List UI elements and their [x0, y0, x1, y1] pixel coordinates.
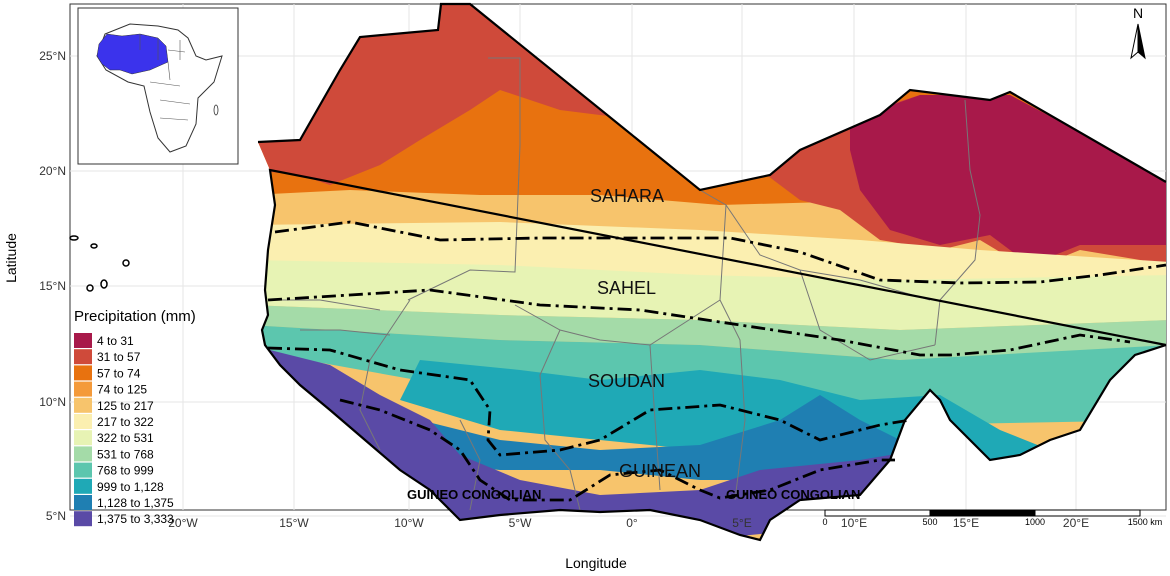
legend-swatch — [74, 462, 92, 478]
zone-label-sahel: SAHEL — [597, 278, 656, 298]
zone-label-guineo-congolian-west: GUINEO CONGOLIAN — [407, 487, 541, 502]
zone-label-guineo-congolian-east: GUINEO CONGOLIAN — [726, 487, 860, 502]
cape-verde-islands — [69, 235, 130, 292]
svg-text:10°W: 10°W — [394, 516, 424, 530]
scale-bar: 0 500 1000 1500 km — [822, 509, 1163, 527]
svg-text:15°W: 15°W — [279, 516, 309, 530]
svg-text:20°N: 20°N — [39, 164, 66, 178]
legend-swatch — [74, 381, 92, 397]
legend-label: 74 to 125 — [97, 383, 147, 397]
svg-text:25°N: 25°N — [39, 49, 66, 63]
y-axis-ticks: 25°N 20°N 15°N 10°N 5°N — [39, 49, 66, 523]
legend-swatch — [74, 349, 92, 365]
legend-label: 31 to 57 — [97, 350, 141, 364]
svg-text:1500 km: 1500 km — [1128, 517, 1163, 527]
legend: Precipitation (mm) 4 to 31 31 to 57 57 to … — [74, 308, 196, 527]
svg-text:5°W: 5°W — [509, 516, 532, 530]
svg-text:20°W: 20°W — [168, 516, 198, 530]
svg-text:5°N: 5°N — [46, 509, 66, 523]
svg-text:20°E: 20°E — [1063, 516, 1089, 530]
zone-boundaries — [267, 220, 1167, 502]
legend-swatch — [74, 430, 92, 446]
x-axis-ticks: 20°W 15°W 10°W 5°W 0° 5°E 10°E 15°E 20°E — [168, 516, 1089, 530]
svg-text:10°N: 10°N — [39, 395, 66, 409]
legend-swatch — [74, 333, 92, 348]
svg-text:15°E: 15°E — [953, 516, 979, 530]
legend-label: 322 to 531 — [97, 431, 154, 445]
legend-swatch — [74, 478, 92, 494]
svg-text:1000: 1000 — [1025, 517, 1045, 527]
zone-label-soudan: SOUDAN — [588, 371, 665, 391]
north-arrow-icon: N — [1130, 5, 1146, 60]
africa-inset-map — [77, 7, 239, 165]
legend-label: 217 to 322 — [97, 415, 154, 429]
zone-label-guinean: GUINEAN — [619, 461, 701, 481]
svg-text:5°E: 5°E — [732, 516, 751, 530]
svg-text:500: 500 — [922, 517, 937, 527]
legend-label: 1,375 to 3,333 — [97, 512, 174, 526]
svg-text:15°N: 15°N — [39, 279, 66, 293]
legend-swatch — [74, 397, 92, 413]
svg-text:0°: 0° — [626, 516, 638, 530]
legend-swatch — [74, 511, 92, 527]
legend-swatch — [74, 414, 92, 429]
legend-label: 1,128 to 1,375 — [97, 496, 174, 510]
legend-label: 999 to 1,128 — [97, 480, 164, 494]
x-axis-title: Longitude — [565, 555, 627, 571]
country-borders — [270, 57, 981, 511]
svg-text:10°E: 10°E — [841, 516, 867, 530]
legend-label: 531 to 768 — [97, 447, 154, 461]
legend-label: 57 to 74 — [97, 366, 141, 380]
legend-label: 4 to 31 — [97, 334, 134, 348]
legend-label: 768 to 999 — [97, 464, 154, 478]
svg-text:0: 0 — [822, 517, 827, 527]
zone-label-sahara: SAHARA — [590, 186, 664, 206]
west-africa-outline — [257, 2, 1167, 542]
legend-swatch — [74, 495, 92, 510]
y-axis-title: Latitude — [3, 233, 19, 283]
legend-title: Precipitation (mm) — [74, 308, 196, 325]
legend-swatch — [74, 365, 92, 381]
legend-swatch — [74, 446, 92, 462]
legend-label: 125 to 217 — [97, 399, 154, 413]
svg-text:N: N — [1133, 5, 1143, 21]
